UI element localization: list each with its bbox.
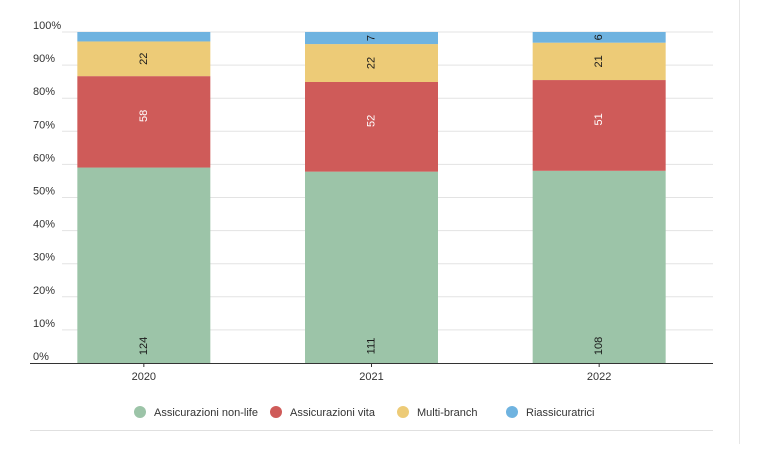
bar-segment[interactable] [77,32,211,42]
y-tick-label: 90% [33,53,55,65]
panel-divider [739,0,740,444]
bar-segment[interactable] [532,42,666,81]
data-labels-group: 124 58 22 111 52 22 7 108 51 21 6 [138,34,605,355]
y-tick-label: 100% [33,20,61,32]
bar-segment[interactable] [77,41,211,77]
bar-segment[interactable] [532,32,666,43]
bar-segment[interactable] [305,32,438,45]
data-label: 21 [593,55,605,67]
y-tick-label: 20% [33,285,55,297]
legend-label: Riassicuratrici [526,407,594,419]
bar-segment[interactable] [77,167,211,363]
bar-segment[interactable] [77,76,211,168]
legend[interactable]: Assicurazioni non-life Assicurazioni vita… [134,406,594,419]
data-label: 6 [593,34,605,40]
x-axis: 2020 2021 2022 [132,363,611,383]
data-label: 7 [366,35,378,41]
y-tick-label: 80% [33,86,55,98]
legend-item[interactable]: Multi-branch [397,406,478,419]
legend-item[interactable]: Riassicuratrici [506,406,594,419]
x-tick-label: 2020 [132,371,156,383]
y-tick-label: 40% [33,219,55,231]
y-tick-label: 60% [33,152,55,164]
legend-label: Assicurazioni non-life [154,407,258,419]
legend-swatch [270,406,282,418]
x-tick-label: 2021 [359,371,383,383]
y-tick-label: 10% [33,318,55,330]
data-label: 108 [593,337,605,355]
legend-item[interactable]: Assicurazioni non-life [134,406,258,419]
data-label: 52 [366,115,378,127]
legend-swatch [134,406,146,418]
data-label: 111 [366,338,378,355]
legend-label: Assicurazioni vita [290,407,376,419]
bar-segment[interactable] [305,171,438,363]
bar-segment[interactable] [305,44,438,82]
data-label: 51 [593,113,605,125]
y-tick-label: 30% [33,252,55,264]
y-tick-label: 70% [33,119,55,131]
legend-swatch [506,406,518,418]
bar-segment[interactable] [532,80,666,171]
legend-item[interactable]: Assicurazioni vita [270,406,376,419]
legend-label: Multi-branch [417,407,478,419]
data-label: 22 [366,57,378,69]
y-tick-label: 50% [33,186,55,198]
bar-segment[interactable] [532,170,666,363]
bar-segment[interactable] [305,81,438,172]
data-label: 58 [138,110,150,122]
legend-swatch [397,406,409,418]
footer-divider [30,430,713,431]
data-label: 124 [138,337,150,355]
bars-group [77,32,666,363]
data-label: 22 [138,53,150,65]
x-tick-label: 2022 [587,371,611,383]
y-tick-label: 0% [33,351,49,363]
